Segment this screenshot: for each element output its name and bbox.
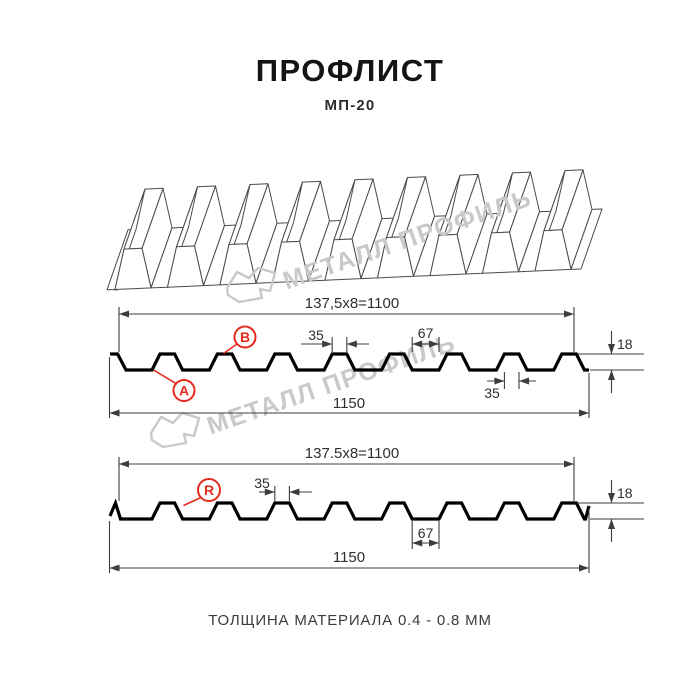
- sheet-facet: [570, 208, 603, 270]
- profile-model-subtitle: МП-20: [324, 97, 376, 114]
- callout-b-circle: [233, 325, 257, 349]
- sheet-facet: [167, 245, 204, 288]
- dim-rib-bottom-width-top: 35: [484, 385, 500, 401]
- profile-top-section: 137,5x8=1100 35 67 B A: [108, 295, 644, 418]
- callout-a-label: A: [179, 383, 189, 399]
- callout-r-label: R: [204, 482, 214, 498]
- sheet-facet: [429, 233, 467, 277]
- callout-b-label: B: [240, 329, 250, 345]
- profile-3d-drawing: [106, 169, 603, 291]
- thickness-note: ТОЛЩИНА МАТЕРИАЛА 0.4 - 0.8 ММ: [208, 612, 492, 629]
- dim-module-bottom: 137.5x8=1100: [305, 445, 399, 462]
- dim-height-bottom: 18: [617, 485, 633, 501]
- dim-total-width-top: 1150: [333, 395, 365, 412]
- sheet-facet: [482, 231, 519, 274]
- dim-valley-width-bottom: 67: [418, 525, 434, 541]
- dim-height-top: 18: [617, 336, 633, 352]
- callout-r-circle: [197, 478, 221, 502]
- dim-module-top: 137,5x8=1100: [305, 295, 399, 312]
- sheet-facet: [324, 238, 362, 281]
- dim-valley-width-top: 67: [418, 325, 434, 341]
- dim-total-width-bottom: 1150: [333, 549, 365, 566]
- profile-bottom-section: 137.5x8=1100 R 35 67 18: [108, 445, 644, 573]
- page-title: ПРОФЛИСТ: [255, 53, 445, 88]
- sheet-facet: [114, 247, 152, 290]
- dim-rib-width-bottom: 35: [254, 475, 270, 491]
- sheet-facet: [534, 229, 572, 272]
- profile-top-outline: [110, 352, 589, 372]
- profile-bottom-outline: [108, 498, 591, 521]
- callout-a-circle: [172, 379, 196, 402]
- dim-rib-width-top: 35: [308, 327, 324, 343]
- sheet-facet: [377, 236, 414, 279]
- sheet-facet: [272, 240, 309, 283]
